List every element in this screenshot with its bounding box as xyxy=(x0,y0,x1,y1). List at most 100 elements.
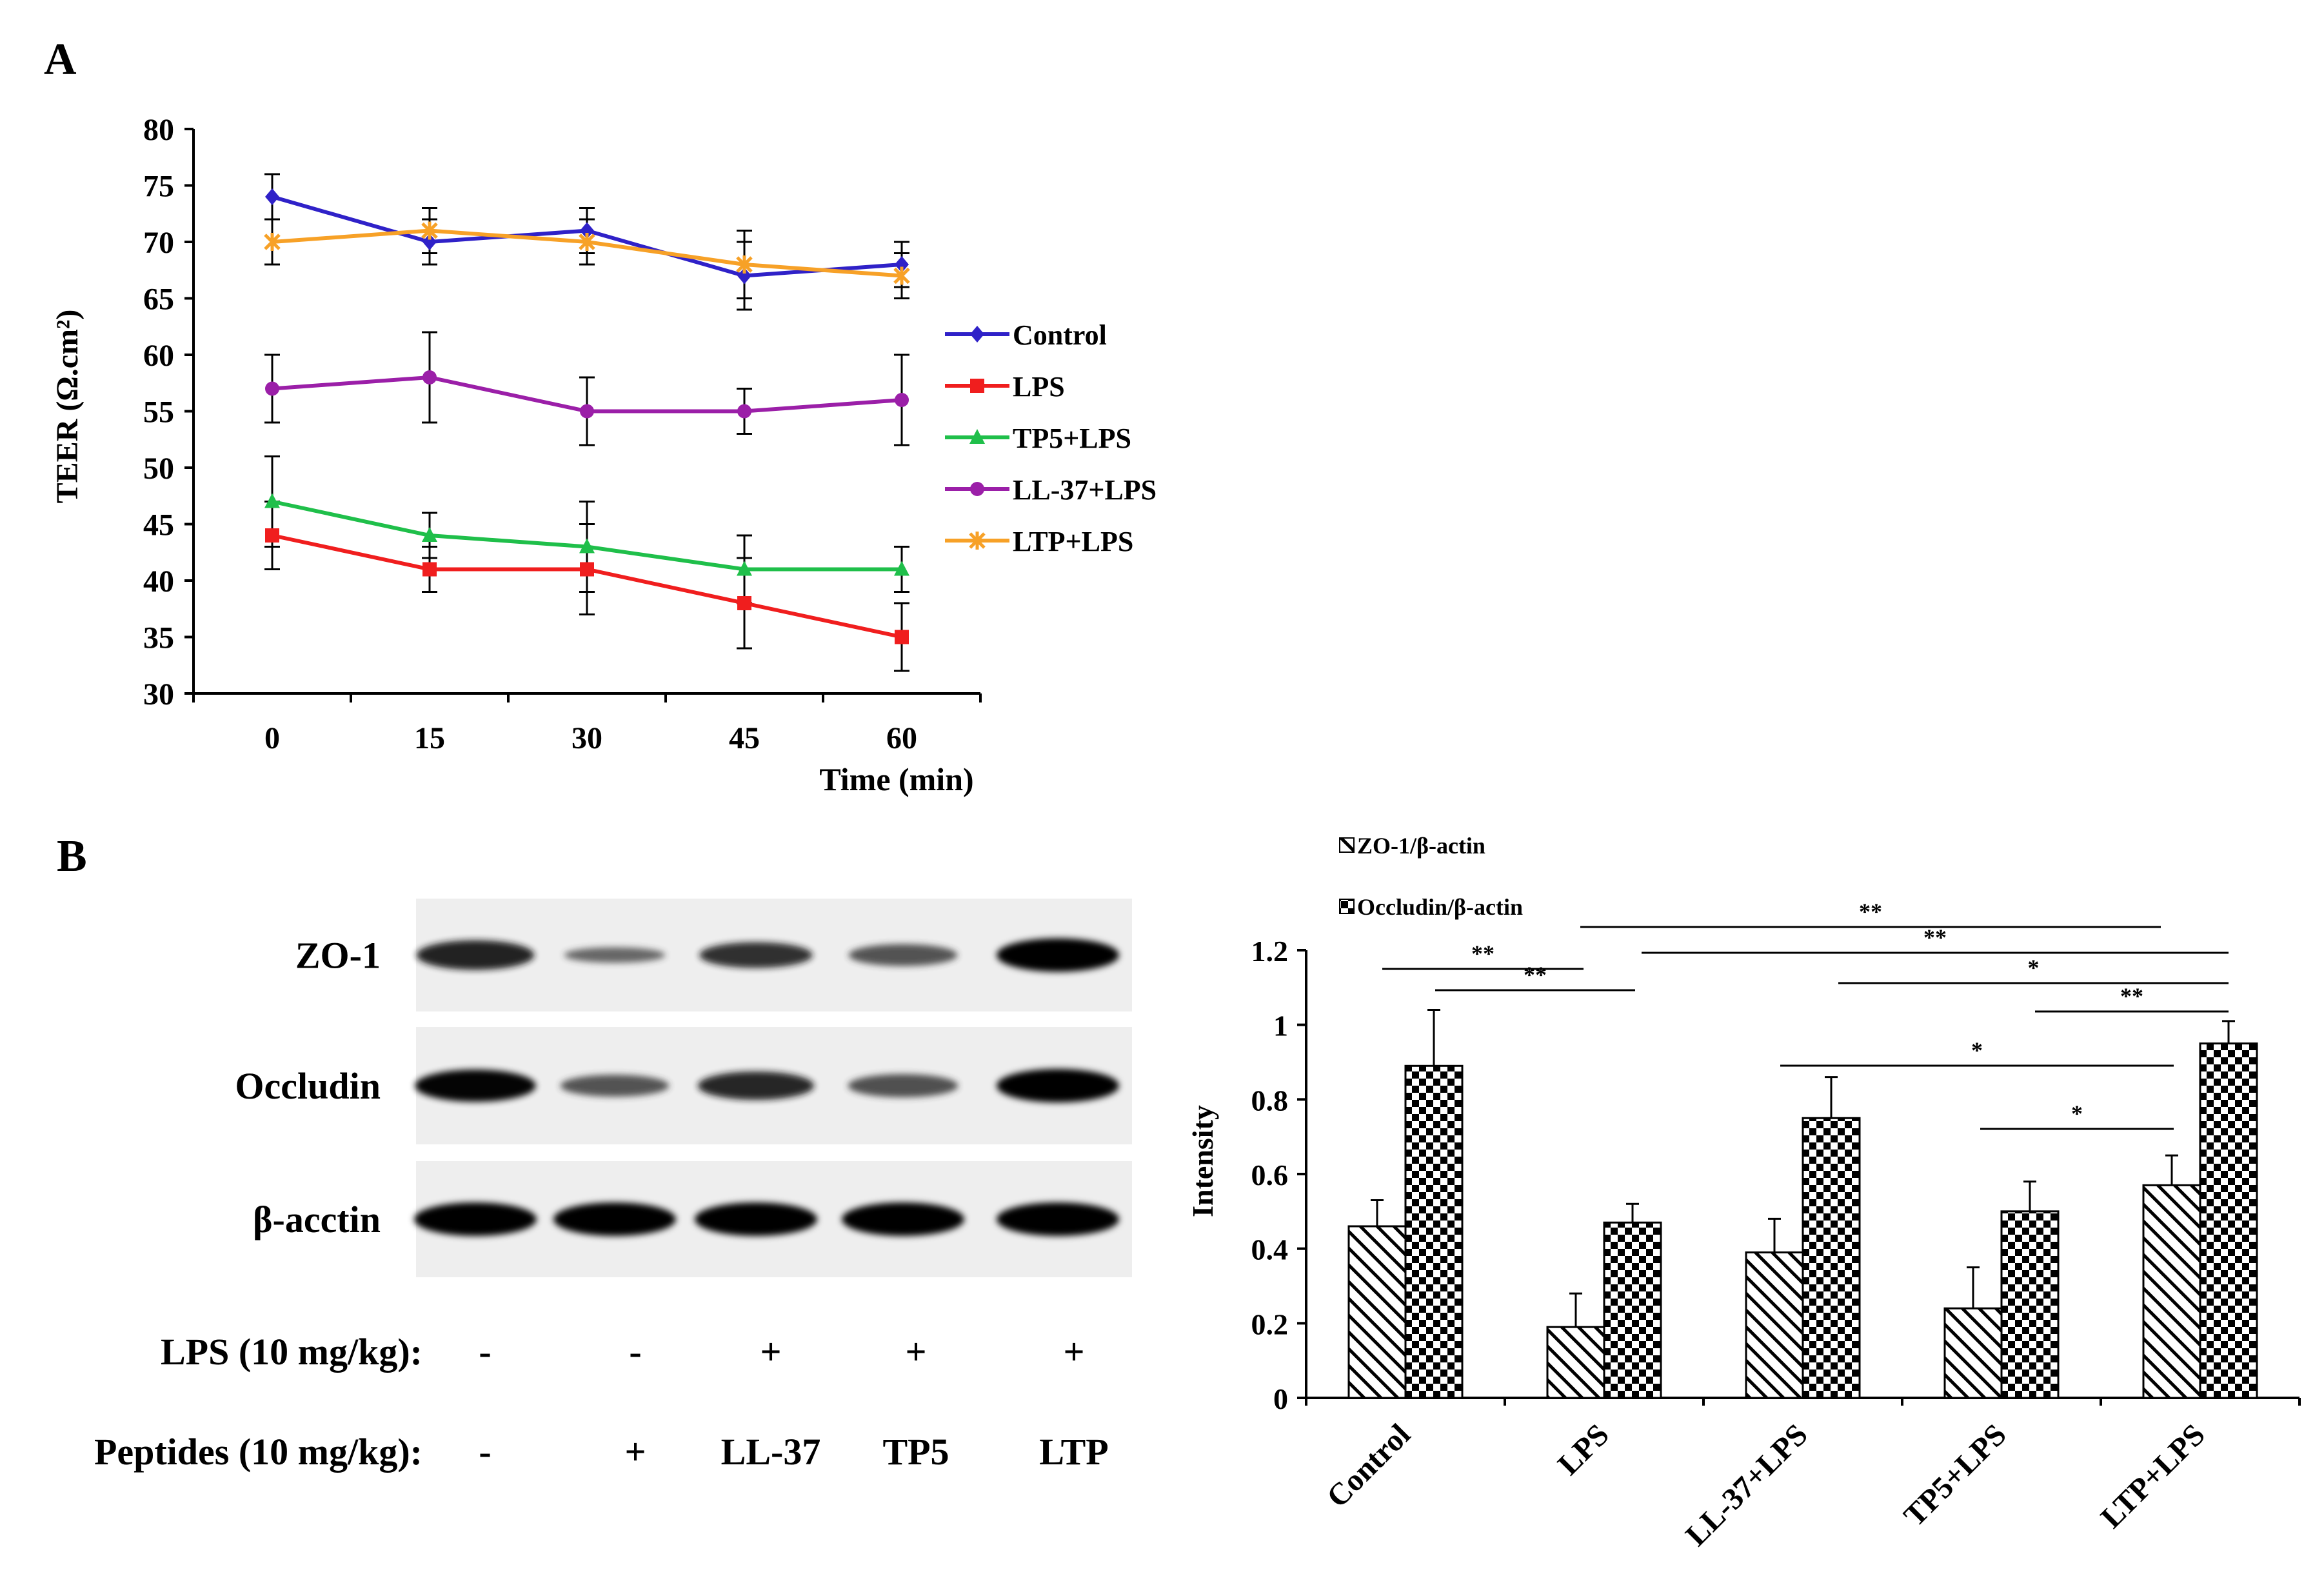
line-y-tick-label: 35 xyxy=(143,621,174,655)
bar xyxy=(2142,1184,2201,1399)
data-point xyxy=(580,562,594,577)
bar-category-label: TP5+LPS xyxy=(1897,1417,2012,1533)
condition-value: + xyxy=(905,1331,926,1373)
data-point xyxy=(265,381,279,396)
blot-band xyxy=(560,1075,670,1097)
condition-value: + xyxy=(1063,1331,1084,1373)
bar-y-tick-label: 0.8 xyxy=(1251,1084,1289,1117)
panel-b-label: B xyxy=(57,832,87,881)
data-point xyxy=(970,326,984,343)
bar xyxy=(1802,1117,1861,1399)
blot-band xyxy=(564,947,666,963)
line-chart: TEER (Ω.cm²) Time (min) 30 35 40 45 50 55 60 65… xyxy=(50,113,1157,797)
significance-label: * xyxy=(2028,955,2040,981)
blot-band xyxy=(416,940,535,970)
blot-band xyxy=(842,1202,964,1236)
legend-label: Occludin/β-actin xyxy=(1357,894,1523,920)
line-x-tick-label: 0 xyxy=(264,721,280,755)
blot-band xyxy=(997,938,1119,972)
line-y-tick-label: 50 xyxy=(143,452,174,486)
data-point xyxy=(264,233,281,251)
line-y-tick-label: 45 xyxy=(143,508,174,543)
bar xyxy=(1745,1251,1804,1399)
data-point xyxy=(895,630,909,644)
line-x-tick-label: 30 xyxy=(571,721,602,755)
line-y-axis-label: TEER (Ω.cm²) xyxy=(50,310,84,504)
blot-band xyxy=(699,942,813,968)
legend-label: ZO-1/β-actin xyxy=(1357,833,1485,859)
data-point xyxy=(737,404,751,419)
blot-band xyxy=(997,1069,1119,1102)
line-x-tick-label: 15 xyxy=(414,721,445,755)
data-point xyxy=(895,393,909,407)
line-y-tick-label: 70 xyxy=(143,226,174,260)
blot-band xyxy=(415,1070,536,1102)
bar xyxy=(1347,1225,1407,1399)
data-point xyxy=(579,538,595,553)
significance-label: * xyxy=(2071,1101,2083,1126)
line-y-tick-label: 75 xyxy=(143,170,174,204)
blot-band xyxy=(414,1202,537,1236)
condition-value: LTP xyxy=(1039,1431,1108,1473)
legend-label: TP5+LPS xyxy=(1013,423,1131,454)
blot-band xyxy=(848,944,958,966)
data-point xyxy=(895,256,909,273)
data-point xyxy=(969,429,985,444)
panel-a-label: A xyxy=(44,35,77,85)
line-x-tick-label: 60 xyxy=(886,721,917,755)
blot-band xyxy=(997,1202,1119,1236)
data-point xyxy=(265,188,279,205)
bar xyxy=(1943,1307,2003,1399)
bar xyxy=(2000,1210,2060,1399)
data-point xyxy=(894,561,909,576)
blot-row-label: ZO-1 xyxy=(295,935,381,977)
significance-label: ** xyxy=(1923,924,1947,950)
bar xyxy=(1546,1326,1605,1399)
data-point xyxy=(970,482,984,496)
data-point xyxy=(737,267,751,284)
significance-label: ** xyxy=(1859,899,1882,924)
bar-category-label: Control xyxy=(1320,1417,1417,1514)
bar-y-axis-label: Intensity xyxy=(1186,1105,1219,1217)
bar-chart: Intensity 0 0.2 0.4 0.6 0.8 1 1.2 Control LPS LL-… xyxy=(1186,833,2301,1553)
blot-band xyxy=(697,1071,815,1100)
bar xyxy=(2199,1042,2258,1399)
line-y-tick-label: 55 xyxy=(143,395,174,430)
line-x-tick-label: 45 xyxy=(729,721,760,755)
condition-value: - xyxy=(479,1331,491,1373)
bar-y-tick-label: 1 xyxy=(1273,1010,1288,1042)
line-y-tick-label: 65 xyxy=(143,283,174,317)
legend-swatch xyxy=(1339,899,1355,914)
legend-label: Control xyxy=(1013,319,1107,351)
condition-value: - xyxy=(479,1431,491,1473)
bar-y-tick-label: 0 xyxy=(1273,1382,1288,1415)
data-point xyxy=(893,266,910,285)
data-point xyxy=(422,370,437,384)
bar-category-label: LTP+LPS xyxy=(2094,1417,2212,1535)
blot-band xyxy=(848,1074,958,1097)
significance-label: ** xyxy=(1524,962,1547,988)
legend-label: LTP+LPS xyxy=(1013,526,1133,557)
line-x-axis-label: Time (min) xyxy=(819,761,973,797)
bar xyxy=(1603,1221,1662,1399)
condition-value: + xyxy=(760,1331,781,1373)
line-y-tick-label: 80 xyxy=(143,113,174,147)
line-y-tick-label: 60 xyxy=(143,339,174,373)
data-point xyxy=(421,221,438,240)
condition-label: Peptides (10 mg/kg): xyxy=(94,1431,422,1473)
data-point xyxy=(422,562,437,577)
bar-y-tick-label: 0.2 xyxy=(1251,1308,1289,1340)
bar-category-label: LPS xyxy=(1551,1417,1616,1482)
condition-label: LPS (10 mg/kg): xyxy=(161,1331,422,1373)
significance-label: ** xyxy=(1471,941,1495,966)
legend-label: LL-37+LPS xyxy=(1013,474,1157,506)
bar-y-tick-label: 0.6 xyxy=(1251,1159,1289,1191)
bar xyxy=(1404,1064,1464,1399)
blot-row-label: β-acctin xyxy=(253,1199,381,1240)
data-point xyxy=(970,379,984,393)
data-point xyxy=(422,234,437,250)
blot-band xyxy=(695,1202,817,1236)
blot-band xyxy=(553,1202,676,1236)
data-point xyxy=(579,233,595,251)
